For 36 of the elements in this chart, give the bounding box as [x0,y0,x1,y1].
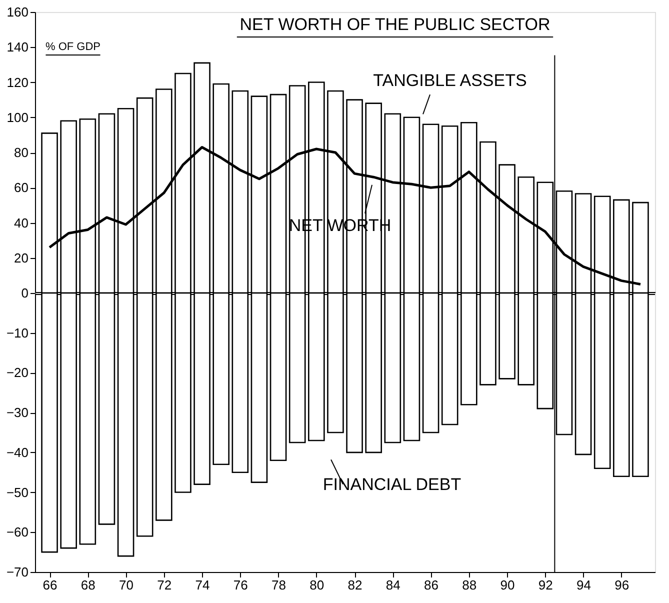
y-tick-label: 60 [14,180,28,196]
x-tick-label: 72 [157,578,172,592]
x-tick-label: 70 [119,578,134,592]
y-tick-label: 100 [6,110,28,125]
y-tick-label: 140 [6,40,28,55]
y-tick-label: 80 [14,145,28,160]
x-tick-label: 84 [386,578,400,592]
y-tick-label: −40 [6,444,28,460]
y-tick-label: −10 [6,325,28,340]
y-tick-label: 20 [14,250,28,266]
y-tick-label: −50 [6,484,28,500]
x-tick-label: 96 [614,578,630,592]
y-tick-label: 160 [6,4,28,20]
x-tick-label: 76 [233,578,248,592]
chart-title: NET WORTH OF THE PUBLIC SECTOR [240,15,550,34]
series-label: TANGIBLE ASSETS [373,70,527,90]
x-tick-label: 90 [500,578,515,592]
y-tick-label: −60 [6,524,28,540]
x-tick-label: 78 [272,578,286,592]
x-tick-label: 74 [195,578,210,592]
y-tick-label: 40 [14,215,28,230]
x-tick-label: 86 [424,578,439,592]
y-tick-label: −30 [6,405,28,420]
y-tick-label: −70 [6,564,28,580]
x-tick-label: 94 [576,578,592,592]
x-tick-label: 80 [310,578,324,592]
y-tick-label: 0 [21,286,28,300]
x-tick-label: 92 [538,578,553,592]
series-label: FINANCIAL DEBT [322,475,462,494]
x-tick-label: 88 [462,578,477,592]
x-tick-label: 68 [80,578,96,592]
x-tick-label: 82 [348,578,362,592]
y-axis-title: % OF GDP [45,41,101,53]
x-tick-label: 66 [42,578,58,592]
y-tick-label: −20 [6,365,28,380]
y-tick-label: 120 [6,74,28,90]
